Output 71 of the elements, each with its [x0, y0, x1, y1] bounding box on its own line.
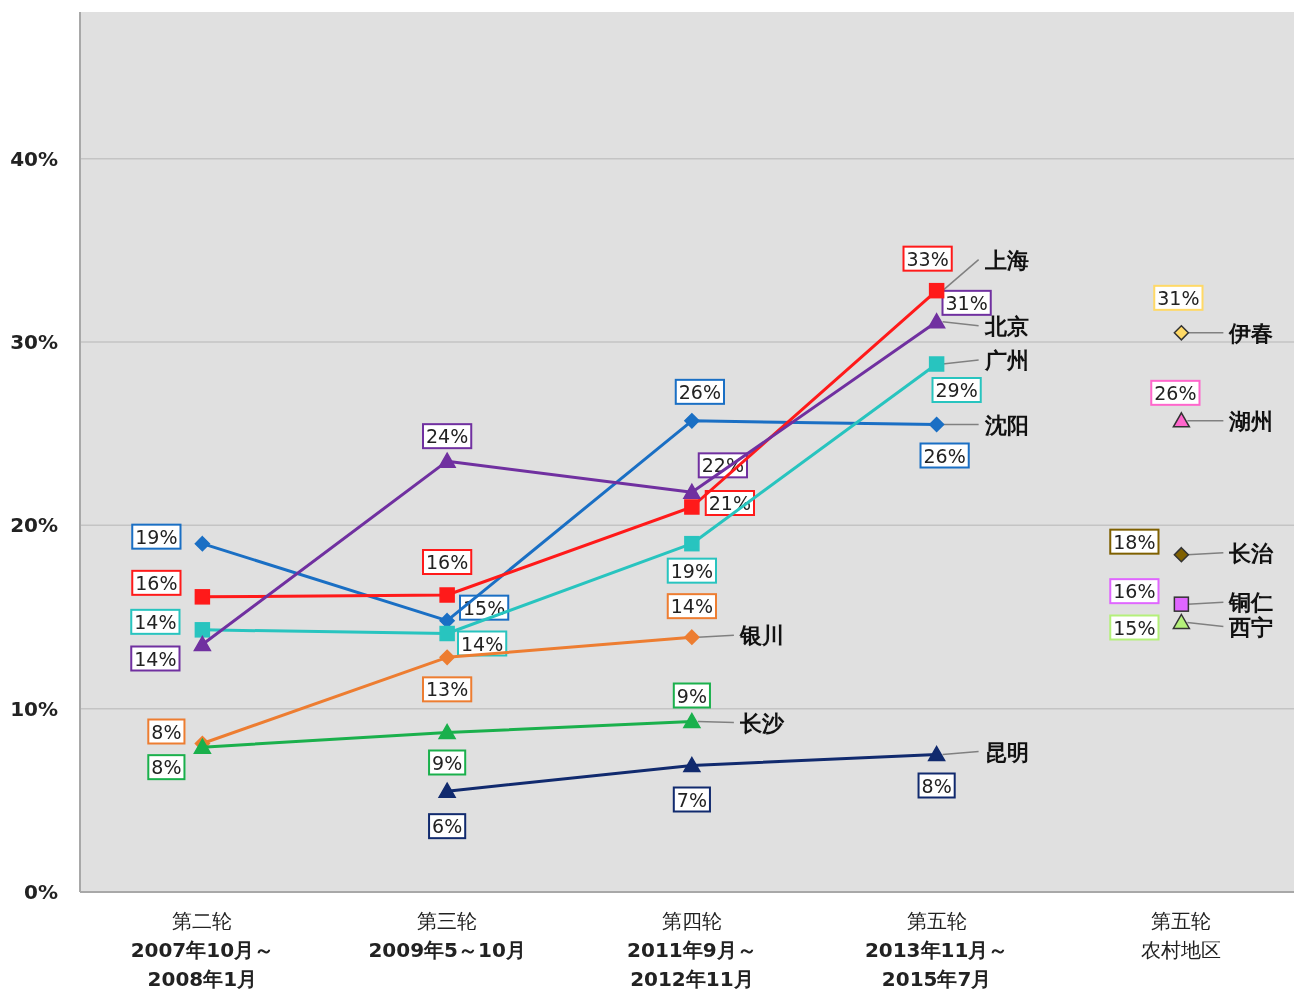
y-tick-label: 0%: [24, 880, 58, 904]
data-label: 8%: [151, 720, 182, 743]
data-label: 9%: [432, 751, 463, 774]
data-label: 16%: [426, 551, 469, 573]
series-label: 长沙: [738, 710, 785, 736]
point: [1173, 596, 1190, 612]
data-label: 14%: [461, 632, 504, 655]
data-label: 14%: [134, 647, 177, 670]
point: [193, 635, 212, 652]
point: [928, 356, 945, 372]
point: [683, 756, 701, 773]
x-tick-label: 第五轮农村地区: [1141, 909, 1222, 962]
data-label: 19%: [135, 525, 178, 548]
point: [928, 282, 945, 299]
point: [194, 589, 211, 605]
data-label: 24%: [426, 425, 469, 448]
series-label: 昆明: [984, 739, 1029, 765]
point: [438, 723, 456, 740]
data-label: 26%: [923, 444, 966, 467]
point: [439, 625, 455, 642]
y-tick-label: 20%: [10, 513, 58, 538]
series-label: 铜仁: [1228, 590, 1274, 616]
point: [194, 535, 211, 552]
series-label: 北京: [983, 313, 1029, 339]
data-label: 26%: [678, 380, 721, 403]
point: [927, 313, 946, 329]
point: [684, 629, 700, 645]
x-tick-label: 第二轮 2007年10月～ 2008年1月: [130, 909, 275, 991]
point: [1172, 613, 1191, 630]
y-tick-label: 10%: [10, 696, 58, 721]
data-label: 8%: [921, 774, 952, 797]
y-tick-label: 30%: [10, 330, 58, 354]
data-label: 8%: [151, 756, 182, 779]
point: [927, 745, 946, 762]
x-tick-label: 第三轮 2009年5～10月: [368, 909, 526, 962]
series-label: 沈阳: [983, 412, 1029, 438]
x-tick-label: 第四轮 2011年9月～ 2012年11月: [627, 909, 757, 991]
point: [684, 413, 700, 429]
point: [438, 782, 456, 798]
y-tick-label: 40%: [10, 146, 58, 171]
data-label: 19%: [670, 559, 713, 582]
point: [1173, 325, 1190, 341]
point: [438, 452, 456, 468]
series-label: 湖州: [1228, 408, 1274, 434]
data-label: 31%: [945, 291, 988, 314]
data-label: 7%: [676, 788, 707, 811]
point: [1172, 412, 1191, 428]
data-label: 33%: [906, 247, 949, 270]
series-label: 银川: [738, 623, 784, 649]
data-label: 9%: [676, 684, 707, 707]
point: [683, 483, 701, 500]
series-label: 长治: [1228, 540, 1275, 566]
x-tick-label: 第五轮 2013年11月～ 2015年7月: [864, 909, 1009, 991]
point: [684, 499, 700, 515]
point: [194, 622, 211, 638]
data-label: 16%: [135, 571, 178, 594]
series-label: 广州: [983, 348, 1029, 373]
point: [684, 535, 700, 552]
data-label: 6%: [432, 815, 463, 838]
point: [1173, 546, 1190, 563]
data-label: 14%: [134, 610, 177, 633]
series-label: 西宁: [1228, 614, 1274, 640]
series-label: 伊春: [1228, 320, 1274, 346]
data-label: 14%: [670, 595, 713, 618]
point: [928, 416, 945, 433]
data-label: 13%: [426, 678, 469, 701]
point: [439, 649, 455, 666]
point: [683, 712, 701, 729]
point: [439, 587, 455, 603]
data-label: 29%: [935, 379, 978, 401]
legend-label: 上海: [983, 247, 1029, 273]
